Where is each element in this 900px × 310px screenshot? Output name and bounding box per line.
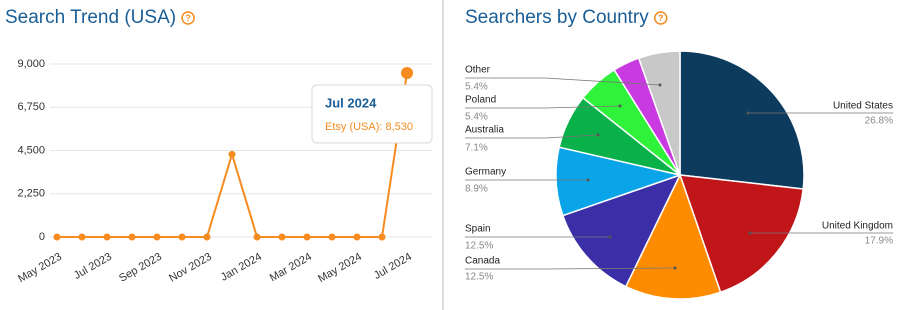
slice-value-label: 5.4%: [465, 82, 488, 93]
pie-slice: [679, 50, 805, 190]
slice-value-label: 26.8%: [865, 116, 893, 127]
slice-label: Canada: [465, 256, 500, 267]
leader-line: [465, 134, 599, 139]
leader-line: [465, 267, 676, 270]
tooltip-box: [311, 84, 433, 144]
tooltip-title: Jul 2024: [325, 95, 377, 110]
leader-dot: [748, 231, 752, 235]
slice-label: United States: [833, 101, 893, 112]
data-point: [153, 233, 161, 241]
data-point: [328, 233, 336, 241]
data-point: [178, 233, 186, 241]
help-icon-circle: [654, 11, 668, 25]
leader-dot: [596, 133, 600, 137]
help-icon-glyph: ?: [185, 13, 191, 23]
slice-label: Poland: [465, 95, 496, 106]
slice-label: Spain: [465, 224, 491, 235]
help-icon: ?: [181, 11, 195, 25]
leader-dot: [608, 235, 612, 239]
leader-dot: [673, 266, 677, 270]
data-point: [253, 233, 261, 241]
chart-title: Search Trend (USA): [5, 7, 176, 28]
data-point: [203, 233, 211, 241]
leader-dot: [658, 83, 662, 87]
slice-value-label: 8.9%: [465, 184, 488, 195]
help-icon-glyph: ?: [658, 13, 664, 23]
leader-dot: [586, 178, 590, 182]
y-tick-label: 2,250: [17, 188, 45, 200]
data-point: [303, 233, 311, 241]
leader-dot: [618, 104, 622, 108]
y-tick-label: 0: [39, 231, 45, 243]
tooltip-text: Etsy (USA): 8,530: [325, 121, 413, 133]
slice-value-label: 12.5%: [465, 272, 493, 283]
data-point: [353, 233, 361, 241]
y-tick-label: 4,500: [17, 144, 45, 156]
pie-slice: [637, 50, 681, 176]
tooltip: Jul 2024 Etsy (USA): 8,530: [311, 84, 433, 144]
slice-label: Australia: [465, 125, 504, 136]
leader-line: [465, 105, 621, 109]
data-point: [378, 233, 386, 241]
data-point: [228, 150, 236, 158]
slice-label: Other: [465, 65, 491, 76]
slice-label: Germany: [465, 167, 506, 178]
data-point: [128, 233, 136, 241]
help-icon: ?: [654, 11, 668, 25]
data-point: [103, 233, 111, 241]
data-point: [78, 233, 86, 241]
y-tick-label: 9,000: [17, 58, 45, 70]
data-point: [401, 67, 413, 80]
data-point: [278, 233, 286, 241]
slice-label: United Kingdom: [822, 221, 893, 232]
help-icon-circle: [181, 11, 195, 25]
slice-value-label: 5.4%: [465, 112, 488, 123]
leader-line: [465, 77, 661, 86]
data-point: [53, 233, 61, 241]
pie-slice: [561, 173, 682, 288]
slice-value-label: 7.1%: [465, 143, 488, 154]
y-tick-label: 6,750: [17, 101, 45, 113]
chart-title: Searchers by Country: [465, 7, 649, 28]
slice-value-label: 17.9%: [865, 236, 893, 247]
leader-dot: [746, 111, 750, 115]
slice-value-label: 12.5%: [465, 241, 493, 252]
